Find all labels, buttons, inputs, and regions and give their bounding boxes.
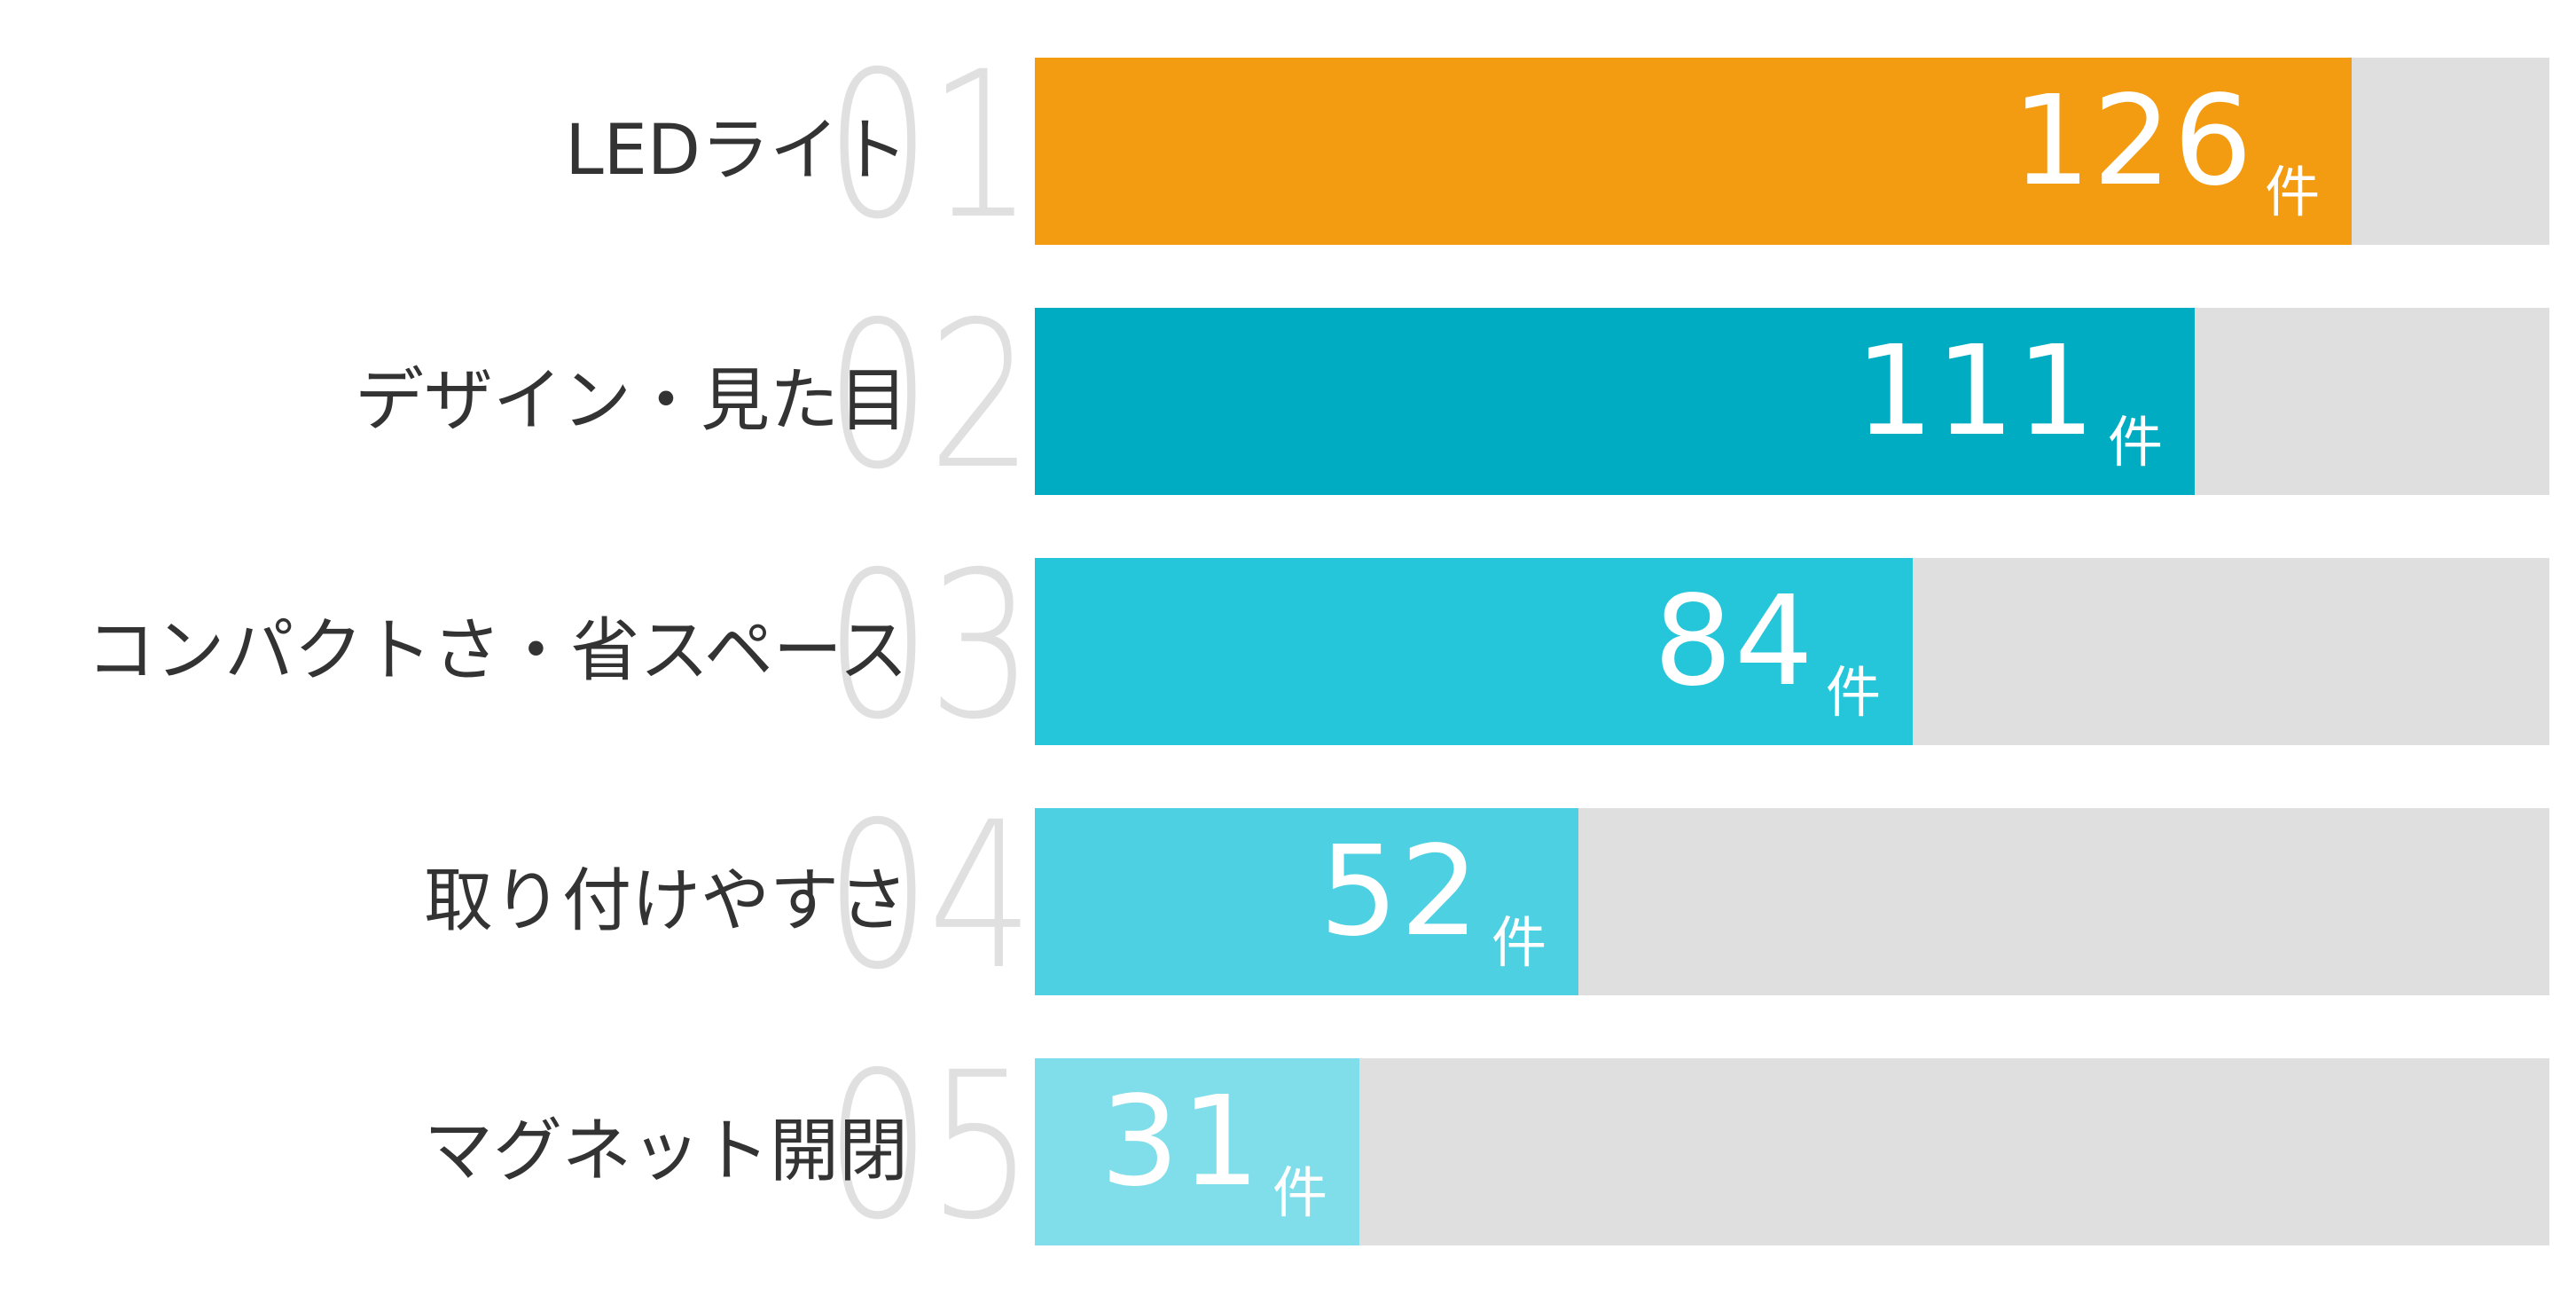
value-label: 52 件 [1319, 808, 1546, 995]
rank-number: 01 [825, 27, 1034, 263]
value-label: 31 件 [1100, 1058, 1327, 1245]
bar-track: 84 件 [1035, 558, 2549, 745]
value-unit: 件 [1272, 1160, 1328, 1225]
value-number: 111 [1854, 319, 2097, 464]
rank-number: 05 [825, 1028, 1034, 1264]
value-number: 126 [2011, 69, 2255, 214]
category-label: マグネット開閉 [423, 1112, 908, 1191]
value-number: 84 [1653, 570, 1815, 714]
category-label: デザイン・見た目 [354, 361, 908, 441]
value-unit: 件 [1825, 660, 1881, 725]
value-label: 126 件 [2012, 58, 2320, 245]
chart-row-5: 05 マグネット開閉 31 件 [0, 1045, 2576, 1247]
value-number: 52 [1319, 820, 1481, 964]
rank-number: 02 [825, 278, 1034, 514]
rank-number: 04 [825, 778, 1034, 1014]
category-label: コンパクトさ・省スペース [86, 611, 908, 691]
bar-track: 52 件 [1035, 808, 2549, 995]
value-label: 111 件 [1855, 308, 2163, 495]
bar-track: 111 件 [1035, 308, 2549, 495]
category-label: 取り付けやすさ [423, 861, 908, 941]
bar-fill: 31 件 [1035, 1058, 1360, 1245]
value-number: 31 [1100, 1070, 1262, 1214]
bar-track: 126 件 [1035, 58, 2549, 245]
value-unit: 件 [2265, 160, 2321, 224]
chart-row-3: 03 コンパクトさ・省スペース 84 件 [0, 545, 2576, 747]
chart-row-1: 01 LEDライト 126 件 [0, 44, 2576, 247]
chart-row-2: 02 デザイン・見た目 111 件 [0, 295, 2576, 497]
bar-fill: 84 件 [1035, 558, 1913, 745]
rank-number: 03 [825, 528, 1034, 764]
bar-fill: 111 件 [1035, 308, 2195, 495]
chart-row-4: 04 取り付けやすさ 52 件 [0, 795, 2576, 997]
category-label: LEDライト [565, 111, 908, 191]
bar-fill: 126 件 [1035, 58, 2353, 245]
bar-track: 31 件 [1035, 1058, 2549, 1245]
value-label: 84 件 [1654, 558, 1881, 745]
value-unit: 件 [2107, 410, 2163, 475]
value-unit: 件 [1491, 910, 1546, 975]
bar-fill: 52 件 [1035, 808, 1578, 995]
